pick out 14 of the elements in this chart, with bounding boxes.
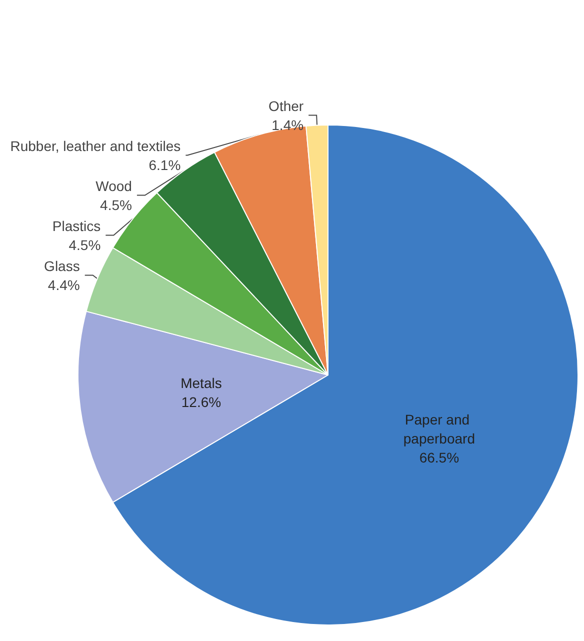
data-label: 6.1% xyxy=(148,156,181,173)
data-label: 1.4% xyxy=(272,116,304,133)
slice-label: Rubber, leather and textiles xyxy=(10,138,181,154)
slice-label: Plastics xyxy=(52,218,101,234)
data-label: 4.4% xyxy=(48,276,80,293)
slice-label: Wood xyxy=(96,178,132,194)
slice-label: Metals xyxy=(180,375,222,392)
slice-label: Paper and paperboard xyxy=(403,411,475,446)
slice-label: Glass xyxy=(44,258,80,274)
slice-label: Other xyxy=(268,98,304,114)
data-label: 66.5% xyxy=(419,449,460,466)
data-label: 4.5% xyxy=(68,236,101,253)
data-label: 4.5% xyxy=(100,196,132,213)
data-label: 12.6% xyxy=(181,394,222,410)
